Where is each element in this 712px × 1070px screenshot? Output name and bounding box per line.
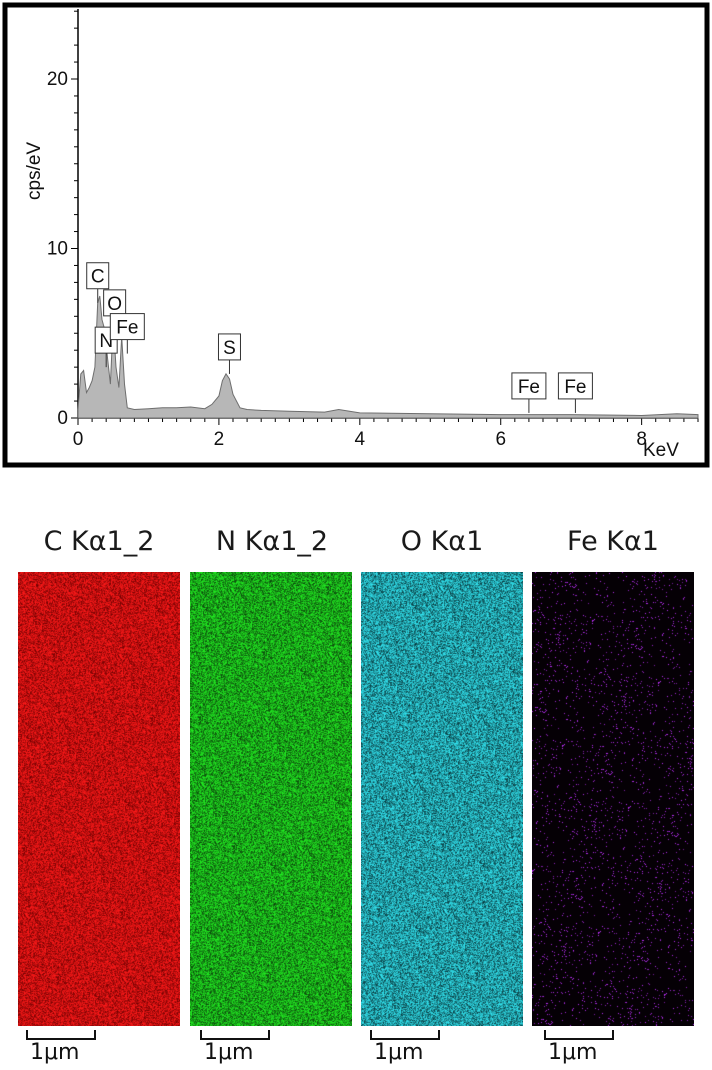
peak-label-box — [217, 333, 241, 361]
map-image-nitrogen — [190, 572, 352, 1026]
scale-bar-oxygen: 1μm — [370, 1030, 450, 1070]
scale-bar-line — [26, 1030, 96, 1040]
eds-spectrum-chart: cps/eV KeV 0 10 20 0 2 4 6 8 C NO Fe S Fe Fe — [2, 2, 710, 468]
peak-label-fe: Fe — [116, 318, 138, 339]
scale-bar-nitrogen: 1μm — [200, 1030, 280, 1070]
x-axis-label: KeV — [643, 440, 679, 461]
y-tick-label: 10 — [47, 239, 68, 260]
x-tick-label: 6 — [495, 429, 506, 450]
peak-label-box — [511, 372, 547, 400]
peak-label-s: S — [223, 338, 236, 359]
x-tick-label: 2 — [214, 429, 225, 450]
map-title-carbon: C Kα1_2 — [43, 526, 155, 557]
x-tick-label: 4 — [355, 429, 366, 450]
x-tick-label: 8 — [636, 429, 647, 450]
scale-bar-line — [370, 1030, 440, 1040]
peak-label-fe: Fe — [564, 377, 586, 398]
peak-label-fe: Fe — [518, 377, 540, 398]
peak-label-n: N — [99, 331, 113, 352]
spectrum-series — [77, 295, 699, 419]
scale-bar-label: 1μm — [548, 1040, 598, 1065]
map-title-nitrogen: N Kα1_2 — [215, 526, 329, 557]
peak-labels: C NO Fe S Fe Fe — [86, 262, 593, 413]
y-tick-label: 20 — [47, 69, 68, 90]
scale-bar-line — [200, 1030, 270, 1040]
y-tick-label: 0 — [57, 408, 68, 429]
scale-bar-line — [544, 1030, 614, 1040]
peak-label-box — [86, 262, 110, 290]
spectrum-area — [77, 295, 699, 419]
scale-bar-label: 1μm — [204, 1040, 254, 1065]
scale-bar-iron: 1μm — [544, 1030, 624, 1070]
y-axis-label: cps/eV — [24, 142, 45, 200]
map-image-oxygen — [361, 572, 523, 1026]
map-title-oxygen: O Kα1 — [400, 526, 484, 557]
x-tick-label: 0 — [73, 429, 84, 450]
map-title-iron: Fe Kα1 — [567, 526, 659, 557]
peak-label-c: C — [91, 267, 105, 288]
peak-label-o: O — [107, 294, 122, 315]
scale-bar-label: 1μm — [30, 1040, 80, 1065]
map-image-carbon — [18, 572, 180, 1026]
peak-label-box — [109, 313, 145, 341]
peak-label-box — [557, 372, 593, 400]
map-image-iron — [532, 572, 694, 1026]
scale-bar-carbon: 1μm — [26, 1030, 106, 1070]
scale-bar-label: 1μm — [374, 1040, 424, 1065]
